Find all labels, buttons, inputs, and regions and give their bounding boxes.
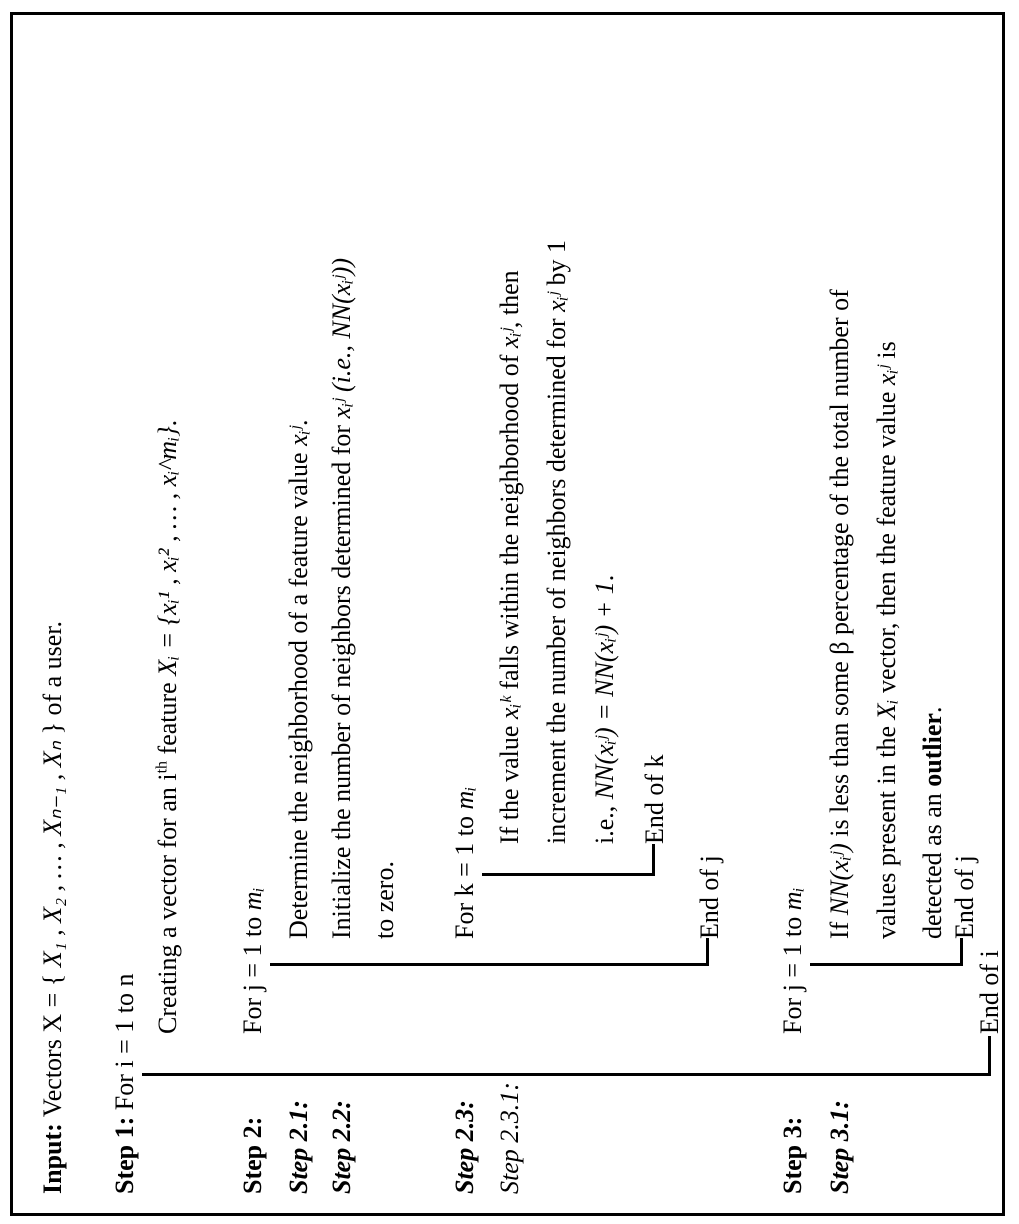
step2-text: For j = 1 to [238,910,267,1034]
step2-line: For j = 1 to mᵢ [238,887,268,1034]
step2-3-1-label: Step 2.3.1: [495,1082,524,1194]
loop-j-step2-end-bar [706,938,709,966]
create-vector-line: Creating a vector for an ith feature Xᵢ … [153,420,183,1034]
step3-1-label: Step 3.1: [825,1100,854,1194]
step2-1-text-after: . [284,419,313,426]
step2-label: Step 2: [238,1116,267,1194]
step2-2-line2: to zero. [370,861,399,939]
step3-text: For j = 1 to [778,910,807,1034]
step1-line: Step 1: For i = 1 to n [110,973,140,1194]
create-vector-superscript: th [153,760,171,774]
step1-text: For i = 1 to n [110,973,139,1111]
step2-3-label: Step 2.3: [450,1100,479,1194]
step2-3-text: For k = 1 to [450,809,479,939]
input-label: Input: [38,1123,67,1194]
loop-j-step2-bar [270,963,708,966]
step2-1-math: xᵢʲ [284,425,313,446]
step2-3-math: mᵢ [450,786,479,810]
step3-line: For j = 1 to mᵢ [778,887,808,1034]
step2-1-line: Determine the neighborhood of a feature … [284,419,314,939]
input-line: Input: Vectors X = { X₁ , X₂ , … , Xₙ₋₁ … [38,621,68,1194]
create-vector-text-mid: feature [153,675,182,761]
step2-2-text: Initialize the number of neighbors deter… [327,418,356,939]
step3-1-line1: If NN(xᵢʲ) is less than some β percentag… [825,289,854,939]
loop-k-bar [482,873,654,876]
loop-k-end-bar [652,844,655,876]
end-of-j-step3: End of j [950,855,979,939]
step1-label: Step 1: [110,1116,139,1194]
input-text-after: } of a user. [38,620,67,735]
step2-3-line: For k = 1 to mᵢ [450,787,480,939]
step2-1-text: Determine the neighborhood of a feature … [284,445,313,939]
step2-2-line1: Initialize the number of neighbors deter… [327,258,357,939]
step2-3-1-line1: If the value xᵢᵏ falls within the neighb… [495,270,524,844]
step3-1-line2: values present in the Xᵢ vector, then th… [872,341,901,939]
step2-3-1-line3: i.e., NN(xᵢʲ) = NN(xᵢʲ) + 1. [590,574,619,844]
end-of-i: End of i [975,950,1004,1034]
loop-i-end-bar [988,1036,991,1076]
step3-math: mᵢ [778,887,807,911]
step2-3-1-line2: increment the number of neighbors determ… [542,239,571,844]
step3-1-line3: detected as an outlier. [918,706,947,939]
step2-2-label: Step 2.2: [327,1100,356,1194]
end-of-k: End of k [640,754,669,844]
end-of-j-step2: End of j [695,855,724,939]
step3-label: Step 3: [778,1116,807,1194]
step2-1-label: Step 2.1: [284,1100,313,1194]
input-vectors-math: X₁ , X₂ , … , Xₙ₋₁ , Xₙ [38,741,67,968]
loop-i-bar [142,1073,990,1076]
input-text-before: Vectors X = { [38,973,67,1118]
step2-math: mᵢ [238,887,267,911]
step2-2-math: xᵢʲ (i.e., NN(xᵢʲ)) [327,258,356,419]
loop-j-step3-bar [810,963,962,966]
create-vector-math: Xᵢ = {xᵢ¹ , xᵢ² , … , xᵢ^mᵢ} [153,426,182,676]
loop-j-step3-end-bar [960,938,963,966]
create-vector-text: Creating a vector for an i [153,773,182,1034]
create-vector-text-after: . [153,419,182,427]
